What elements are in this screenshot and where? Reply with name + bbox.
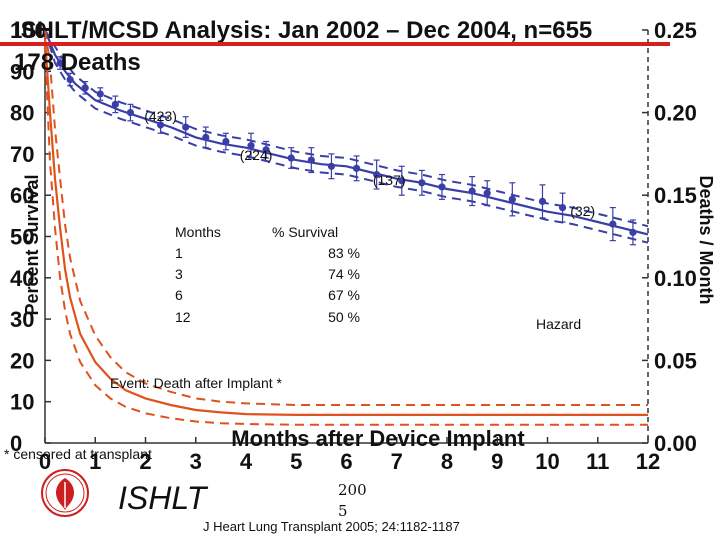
ishlt-logo-icon <box>41 469 89 517</box>
data-point <box>398 177 406 185</box>
data-point <box>373 170 381 179</box>
y-right-tick-label: 0.20 <box>654 101 697 126</box>
risk-set-annotation: (423) <box>144 108 177 124</box>
y-right-tick-label: 0.25 <box>654 18 697 43</box>
table-month-3: 3 <box>175 266 183 282</box>
survival-ci-lower-line <box>44 29 649 244</box>
data-point <box>327 162 336 170</box>
y-right-tick-label: 0.00 <box>654 431 697 456</box>
data-point <box>287 154 295 162</box>
table-header-months: Months <box>175 224 221 240</box>
x-tick-label: 0 <box>39 449 51 474</box>
data-point <box>182 123 190 131</box>
data-point <box>352 164 361 172</box>
data-point <box>247 142 255 150</box>
data-point <box>483 189 491 197</box>
data-point <box>202 133 210 141</box>
y-left-tick-label: 50 <box>10 225 34 250</box>
y-left-tick-label: 0 <box>10 431 22 456</box>
y-left-label: Percent Survival <box>22 174 42 315</box>
table-value-6: 67 % <box>328 287 360 303</box>
data-point <box>66 75 74 84</box>
data-point <box>307 156 315 164</box>
data-point <box>468 187 476 195</box>
table-month-12: 12 <box>175 309 191 325</box>
risk-set-annotation: (32) <box>570 203 595 219</box>
x-tick-label: 11 <box>586 449 609 474</box>
data-point <box>558 203 567 212</box>
chart-subtitle: 178 Deaths <box>14 49 141 76</box>
x-tick-label: 5 <box>290 449 302 474</box>
y-left-tick-label: 80 <box>10 101 34 126</box>
chart-title: ISHLT/MCSD Analysis: Jan 2002 – Dec 2004… <box>14 17 592 44</box>
hazard-label: Hazard <box>536 316 581 332</box>
x-tick-label: 4 <box>240 449 253 474</box>
y-right-tick-label: 0.05 <box>654 348 697 373</box>
x-tick-label: 6 <box>340 449 352 474</box>
y-left-tick-label: 60 <box>10 183 34 208</box>
table-header-survival: % Survival <box>272 224 338 240</box>
x-tick-label: 9 <box>491 449 503 474</box>
table-month-1: 1 <box>175 245 183 261</box>
x-ticks: 0 1 2 3 4 5 6 7 8 9 10 11 12 <box>39 437 660 474</box>
data-point <box>81 84 89 92</box>
data-point <box>156 121 165 129</box>
hazard-line <box>43 38 648 416</box>
y-left-tick-label: 100 <box>10 18 47 43</box>
year-line-2: 5 <box>338 502 348 520</box>
y-left-tick-label: 20 <box>10 348 34 373</box>
survival-ci-upper-line <box>44 29 649 228</box>
x-axis-label: Months after Device Implant <box>231 426 525 451</box>
risk-set-annotation: (137) <box>373 172 406 188</box>
data-point <box>56 59 64 67</box>
y-right-label: Deaths / Month <box>696 176 716 305</box>
hazard-ci-lower-line <box>44 46 648 426</box>
table-value-12: 50 % <box>328 309 360 325</box>
data-point <box>111 100 119 108</box>
data-point <box>609 220 617 228</box>
y-left-tick-label: 30 <box>10 307 34 332</box>
table-month-6: 6 <box>175 287 183 303</box>
survival-table: Months % Survival 1 83 % 3 74 % 6 67 % 1… <box>175 224 360 325</box>
observed-points <box>56 56 637 246</box>
table-value-1: 83 % <box>328 245 360 261</box>
y-right-ticks: 0.00 0.05 0.10 0.15 0.20 0.25 <box>642 18 697 456</box>
x-tick-label: 8 <box>441 449 453 474</box>
data-point <box>96 90 104 98</box>
table-value-3: 74 % <box>328 266 360 282</box>
y-left-tick-label: 10 <box>10 390 34 415</box>
citation: J Heart Lung Transplant 2005; 24:1182-11… <box>203 519 460 534</box>
x-tick-label: 7 <box>391 449 403 474</box>
data-point <box>629 228 637 236</box>
data-point <box>538 197 547 205</box>
risk-annotations: (423) (224) (137) (32) <box>144 108 595 219</box>
censor-note: * censored at transplant <box>4 446 152 462</box>
y-left-tick-label: 70 <box>10 142 34 167</box>
data-point <box>222 137 230 146</box>
event-label: Event: Death after Implant * <box>110 375 283 391</box>
data-point <box>438 183 446 191</box>
y-left-tick-label: 40 <box>10 266 34 291</box>
y-left-ticks: 0 10 20 30 40 50 60 70 80 90 100 <box>10 18 51 456</box>
risk-set-annotation: (224) <box>240 147 273 163</box>
data-point <box>508 195 516 203</box>
x-tick-label: 3 <box>190 449 202 474</box>
x-tick-label: 2 <box>139 449 151 474</box>
y-left-tick-label: 90 <box>10 59 34 84</box>
year-line-1: 200 <box>338 481 367 499</box>
y-right-tick-label: 0.15 <box>654 183 697 208</box>
curves <box>43 29 649 426</box>
x-tick-label: 10 <box>535 449 559 474</box>
data-point <box>262 146 270 154</box>
y-right-tick-label: 0.10 <box>654 266 697 291</box>
x-tick-label: 12 <box>636 449 660 474</box>
ishlt-brand: ISHLT <box>118 480 209 516</box>
data-point <box>126 109 135 117</box>
x-tick-label: 1 <box>89 449 101 474</box>
data-point <box>418 179 426 187</box>
hazard-ci-upper-line <box>44 29 648 406</box>
